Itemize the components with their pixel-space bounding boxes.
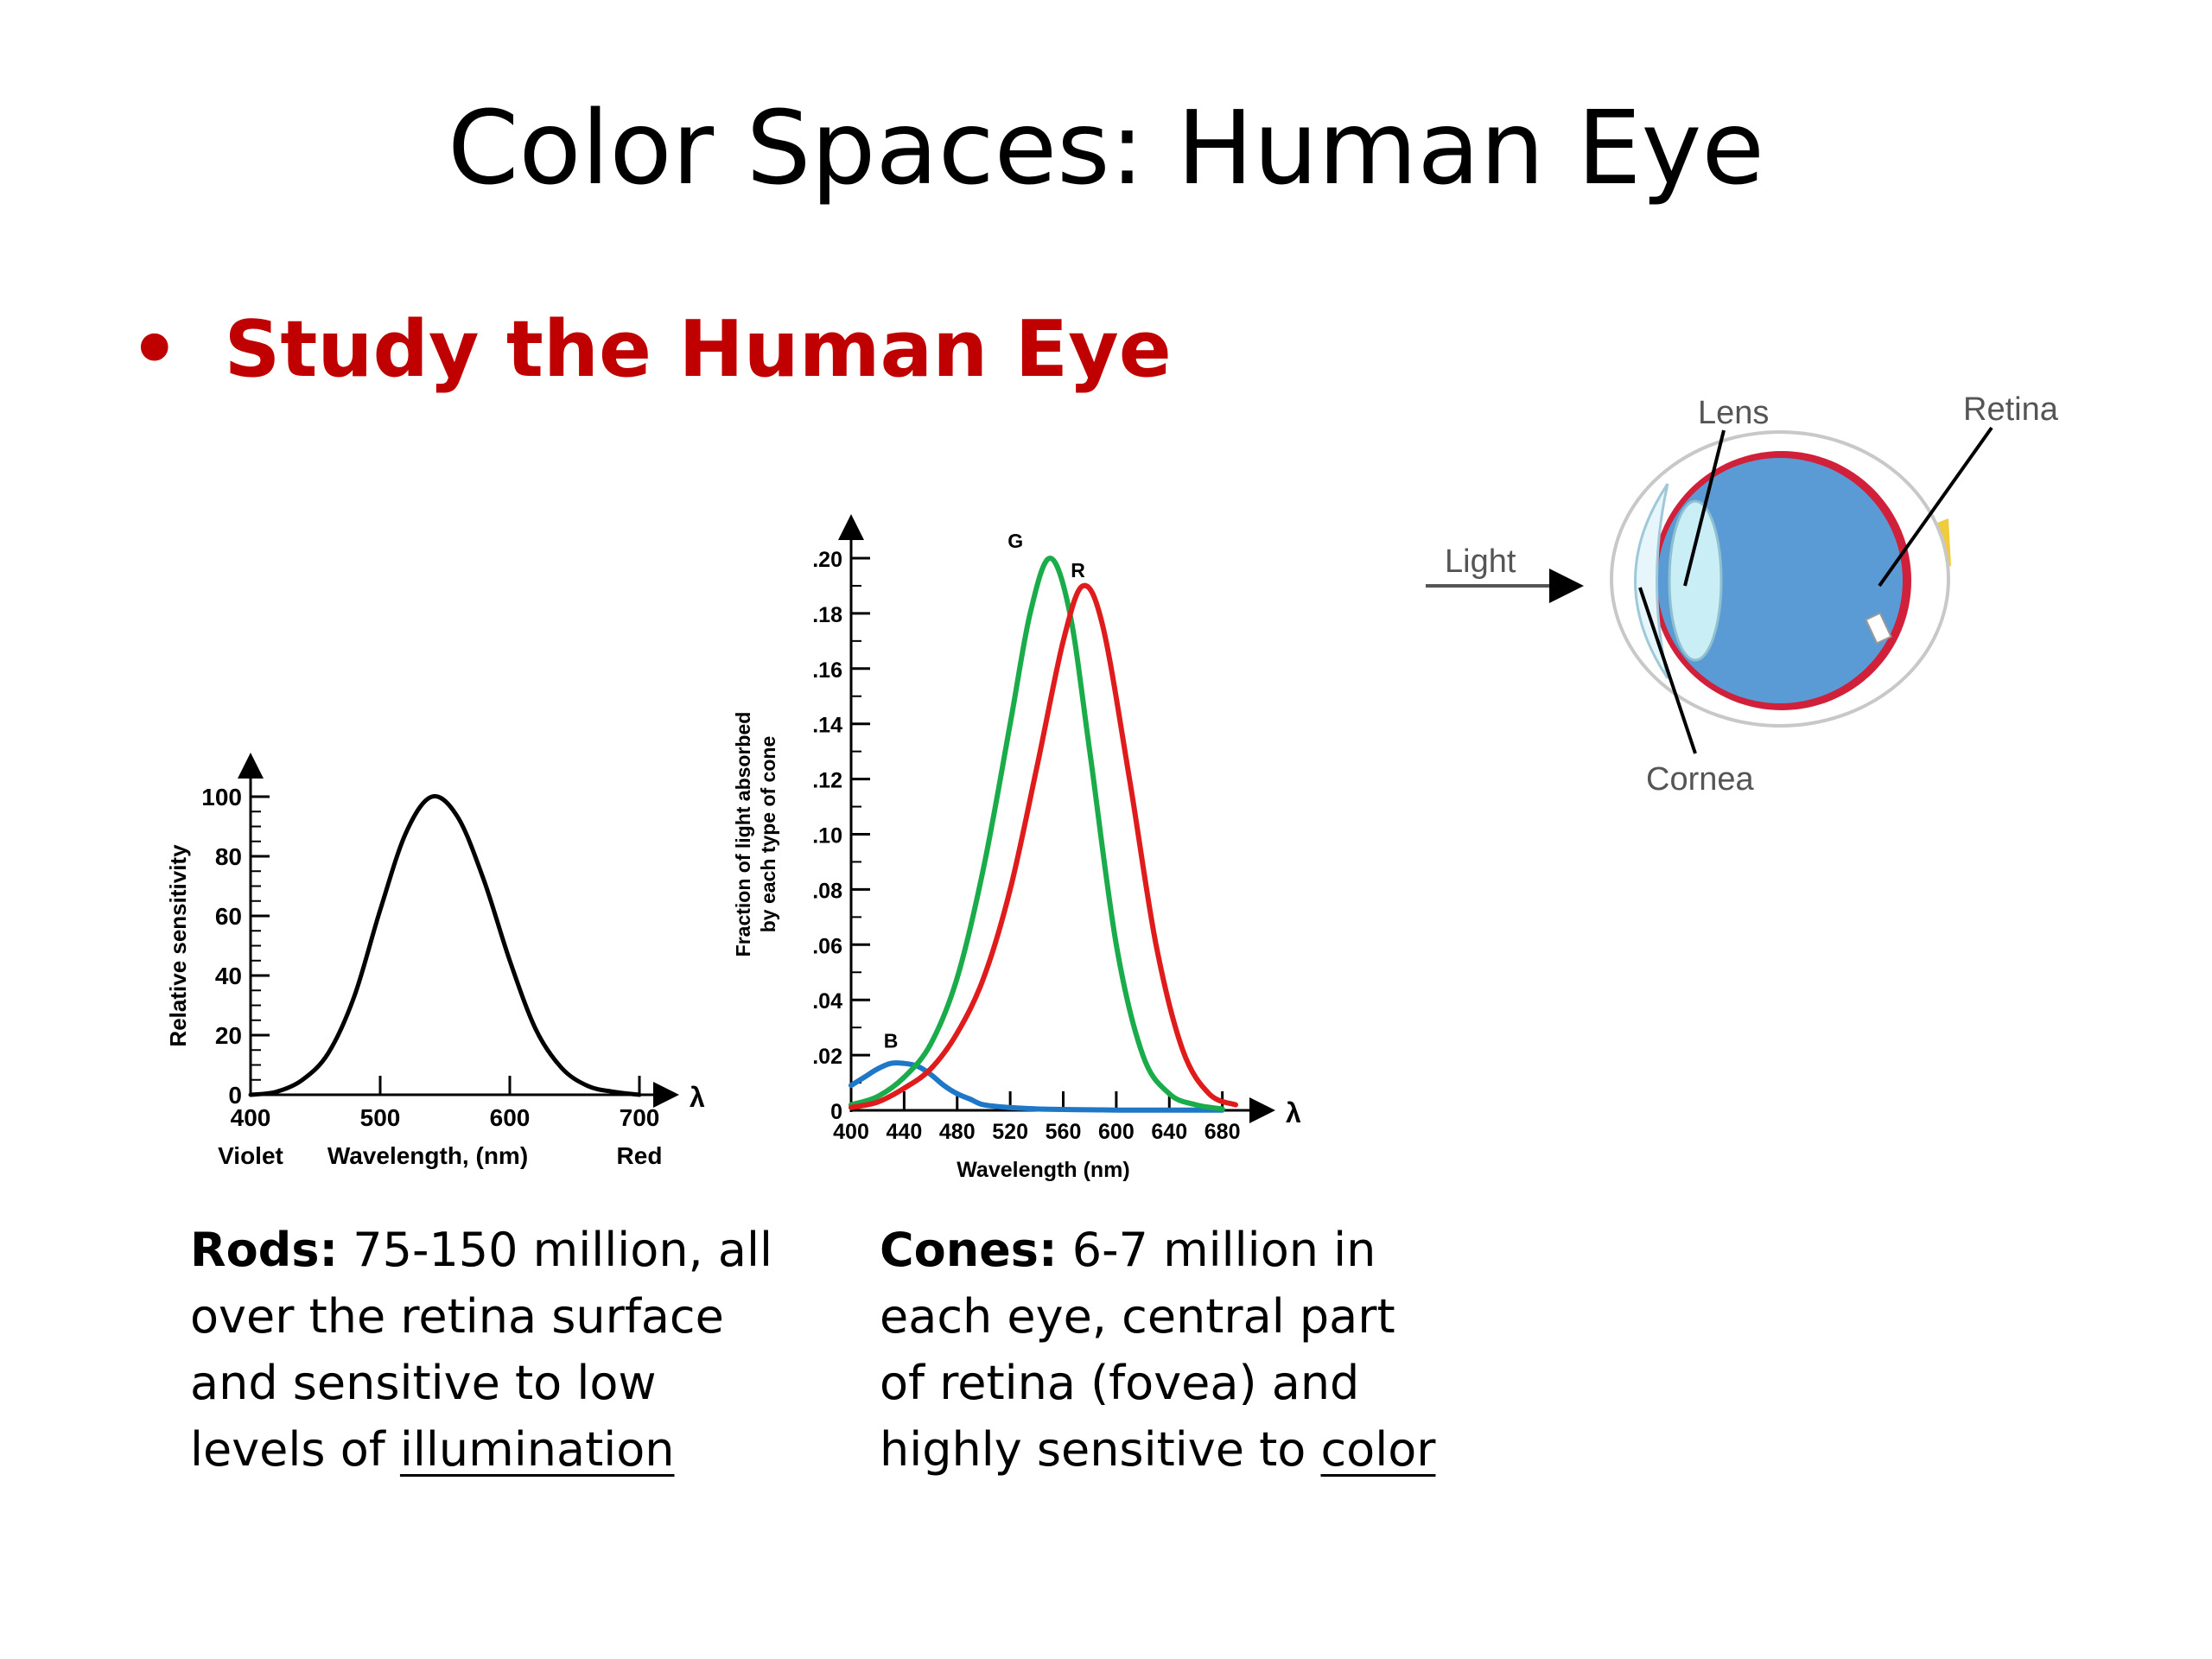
series-line-0	[248, 794, 642, 1097]
y-tick-label: .16	[812, 658, 842, 683]
y-tick-label: 60	[215, 903, 242, 930]
y-tick-label: .14	[812, 714, 842, 738]
y-tick-label: .20	[812, 548, 842, 572]
cornea-pointer	[1638, 587, 1697, 754]
y-tick-label: 80	[215, 843, 242, 870]
x-tick-label: 680	[1205, 1120, 1241, 1144]
series-line-b	[849, 1060, 1225, 1113]
y-tick-label: .18	[812, 603, 842, 627]
x-end-label-right: Red	[617, 1142, 663, 1169]
cones-line3: of retina (fovea) and	[880, 1356, 1360, 1410]
y-tick-label: 20	[215, 1022, 242, 1049]
color-link[interactable]: color	[1320, 1422, 1436, 1477]
x-tick-label: 500	[360, 1104, 401, 1131]
bullet-heading: • Study the Human Eye	[130, 302, 1172, 397]
series-label-r: R	[1071, 559, 1085, 582]
rods-line4-prefix: levels of	[190, 1422, 400, 1477]
x-tick-label: 480	[939, 1120, 976, 1144]
y-tick-label: 0	[830, 1100, 842, 1124]
slide-title: Color Spaces: Human Eye	[448, 88, 1764, 207]
eyeball	[1657, 458, 1903, 703]
light-label: Light	[1445, 543, 1516, 580]
rods-chart: λ 0 20 40 60 80 100 400 500 600 700 Wavelength, (nm…	[165, 753, 705, 1169]
cornea-shape	[1634, 483, 1669, 679]
cones-description: Cones: 6-7 million in each eye, central …	[880, 1217, 1536, 1483]
x-tick-label: 640	[1151, 1120, 1187, 1144]
rods-line2: over the retina surface	[190, 1289, 724, 1344]
x-tick-label: 600	[1098, 1120, 1135, 1144]
x-tick-label: 400	[833, 1120, 869, 1144]
lens-shape	[1668, 499, 1723, 662]
y-tick-label: 100	[201, 784, 242, 810]
y-tick-label: .08	[812, 879, 842, 903]
x-axis-symbol: λ	[690, 1082, 705, 1113]
cornea-label: Cornea	[1646, 761, 1754, 798]
illumination-link[interactable]: illumination	[399, 1422, 675, 1477]
series-line-g	[849, 556, 1225, 1112]
retina-pointer	[1878, 426, 1993, 588]
lens-pointer	[1683, 429, 1726, 587]
series-line-r	[849, 582, 1238, 1110]
eye-diagram: Light Lens Retina Cornea	[1426, 391, 2059, 798]
y-tick-label: .12	[812, 769, 842, 793]
x-tick-label: 440	[887, 1120, 923, 1144]
x-tick-label: 600	[490, 1104, 531, 1131]
x-tick-label: 520	[992, 1120, 1028, 1144]
cones-chart: λ 0 .02 .04 .06 .08 .10 .12 .14 .16 .18 .20 400 440 48…	[732, 514, 1301, 1182]
cones-line4-prefix: highly sensitive to	[880, 1422, 1321, 1477]
bullet-dot-icon: •	[130, 304, 180, 395]
x-tick-label: 400	[231, 1104, 271, 1131]
y-tick-label: 0	[228, 1082, 242, 1109]
x-axis-label: Wavelength, (nm)	[327, 1142, 528, 1169]
y-tick-label: 40	[215, 963, 242, 989]
x-axis-symbol: λ	[1286, 1097, 1301, 1128]
y-tick-label: .10	[812, 824, 842, 849]
rods-term: Rods:	[190, 1223, 339, 1277]
rods-description: Rods: 75-150 million, all over the retin…	[190, 1217, 847, 1483]
rods-line3: and sensitive to low	[190, 1356, 657, 1410]
bullet-text: Study the Human Eye	[224, 304, 1172, 395]
series-label-b: B	[884, 1030, 899, 1052]
y-axis-label-line: Relative sensitivity	[165, 844, 191, 1047]
cones-line2: each eye, central part	[880, 1289, 1395, 1344]
y-tick-label: .04	[812, 989, 842, 1014]
retina-label: Retina	[1963, 391, 2059, 428]
x-tick-label: 560	[1046, 1120, 1082, 1144]
x-end-label-left: Violet	[218, 1142, 283, 1169]
fovea-mark	[1865, 612, 1892, 645]
x-tick-label: 700	[620, 1104, 660, 1131]
rods-line1: 75-150 million, all	[338, 1223, 772, 1277]
x-axis-label: Wavelength (nm)	[957, 1158, 1129, 1182]
series-label-g: G	[1007, 530, 1023, 552]
y-tick-label: .02	[812, 1045, 842, 1069]
cones-line1: 6-7 million in	[1057, 1223, 1376, 1277]
y-axis-label-line: Fraction of light absorbed	[732, 712, 754, 957]
y-axis-label-line: by each type of cone	[757, 736, 779, 933]
y-tick-label: .06	[812, 934, 842, 958]
lens-label: Lens	[1698, 395, 1769, 431]
cones-term: Cones:	[880, 1223, 1058, 1277]
